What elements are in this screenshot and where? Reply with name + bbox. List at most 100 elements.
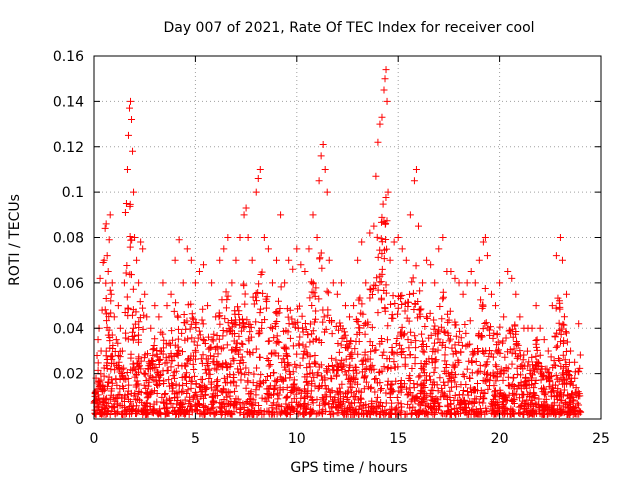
data-point bbox=[338, 380, 346, 388]
data-point bbox=[562, 361, 570, 369]
data-point bbox=[107, 391, 115, 399]
data-point bbox=[506, 326, 514, 334]
data-point bbox=[227, 317, 235, 325]
data-point bbox=[548, 302, 556, 310]
data-point bbox=[301, 399, 309, 407]
data-point bbox=[383, 97, 391, 105]
data-point bbox=[170, 352, 178, 360]
data-point bbox=[447, 268, 455, 276]
data-point bbox=[362, 279, 370, 287]
data-point bbox=[466, 317, 474, 325]
data-point bbox=[501, 353, 509, 361]
data-point bbox=[169, 336, 177, 344]
data-point bbox=[558, 256, 566, 264]
data-point bbox=[228, 279, 236, 287]
data-point bbox=[413, 410, 421, 418]
data-point bbox=[139, 410, 147, 418]
data-point bbox=[306, 369, 314, 377]
data-point bbox=[408, 395, 416, 403]
data-point bbox=[554, 294, 562, 302]
data-point bbox=[208, 400, 216, 408]
data-point bbox=[244, 234, 252, 241]
data-point bbox=[312, 307, 320, 315]
data-point bbox=[436, 302, 444, 310]
data-point bbox=[151, 335, 159, 343]
y-tick-label: 0.02 bbox=[53, 367, 84, 383]
data-point bbox=[525, 393, 533, 401]
data-point bbox=[487, 402, 495, 410]
data-point bbox=[459, 387, 467, 395]
data-point bbox=[224, 388, 232, 396]
data-point bbox=[363, 365, 371, 373]
data-point bbox=[193, 341, 201, 349]
data-point bbox=[490, 329, 498, 337]
data-point bbox=[493, 407, 501, 415]
data-point bbox=[497, 370, 505, 378]
data-point bbox=[310, 289, 318, 297]
data-point bbox=[413, 394, 421, 402]
data-point bbox=[360, 385, 368, 393]
data-point bbox=[236, 409, 244, 417]
data-point bbox=[520, 402, 528, 410]
data-point bbox=[208, 335, 216, 343]
data-point bbox=[531, 380, 539, 388]
data-point bbox=[575, 368, 583, 376]
data-point bbox=[324, 289, 332, 297]
data-point bbox=[358, 238, 366, 246]
data-point bbox=[263, 297, 271, 305]
x-tick-label: 20 bbox=[491, 431, 509, 447]
data-point bbox=[394, 399, 402, 407]
data-point bbox=[457, 334, 465, 342]
data-point bbox=[168, 327, 176, 335]
data-point bbox=[195, 268, 203, 276]
data-point bbox=[93, 406, 101, 414]
data-point bbox=[479, 238, 487, 246]
data-point bbox=[471, 385, 479, 393]
data-point bbox=[122, 375, 130, 383]
data-point bbox=[303, 373, 311, 381]
data-point bbox=[408, 278, 416, 286]
data-point bbox=[431, 322, 439, 330]
data-point bbox=[179, 381, 187, 389]
data-point bbox=[252, 188, 260, 196]
data-point bbox=[336, 359, 344, 367]
data-point bbox=[320, 313, 328, 321]
data-point bbox=[162, 354, 170, 362]
data-point bbox=[123, 262, 131, 270]
data-point bbox=[337, 341, 345, 349]
data-point bbox=[211, 386, 219, 394]
data-point bbox=[543, 406, 551, 414]
data-point bbox=[481, 234, 489, 241]
y-tick-label: 0.1 bbox=[62, 185, 84, 201]
data-point bbox=[245, 369, 253, 377]
data-point bbox=[492, 363, 500, 371]
data-point bbox=[290, 407, 298, 415]
data-point bbox=[367, 385, 375, 393]
data-point bbox=[388, 348, 396, 356]
data-point bbox=[126, 200, 134, 208]
data-point bbox=[441, 381, 449, 389]
data-point bbox=[451, 341, 459, 349]
data-point bbox=[468, 358, 476, 366]
data-point bbox=[368, 323, 376, 331]
data-point bbox=[532, 302, 540, 310]
data-point bbox=[217, 410, 225, 418]
data-point bbox=[135, 363, 143, 371]
data-point bbox=[249, 401, 257, 409]
data-point bbox=[104, 407, 112, 415]
data-point bbox=[162, 410, 170, 418]
data-point bbox=[106, 337, 114, 345]
data-point bbox=[181, 396, 189, 404]
data-point bbox=[376, 246, 384, 254]
data-point bbox=[563, 290, 571, 298]
data-point bbox=[347, 351, 355, 359]
data-point bbox=[489, 334, 497, 342]
data-point bbox=[227, 326, 235, 334]
data-point bbox=[416, 287, 424, 295]
data-point bbox=[257, 407, 265, 415]
data-point bbox=[265, 337, 273, 345]
data-point bbox=[473, 380, 481, 388]
data-point bbox=[502, 334, 510, 342]
data-point bbox=[268, 401, 276, 409]
